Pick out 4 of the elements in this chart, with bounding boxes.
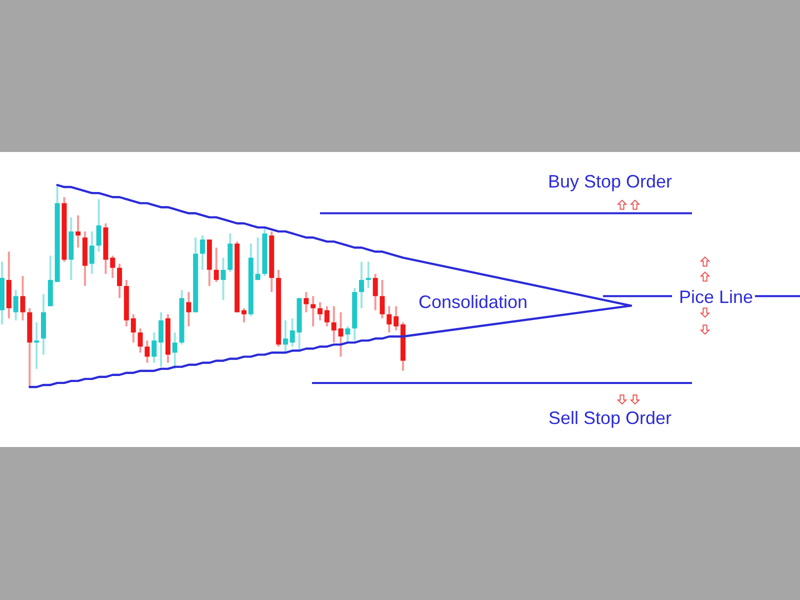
text: Consolidation <box>418 292 528 312</box>
ref-line-label: Pice Line <box>678 287 754 308</box>
ref-line-label: Buy Stop Order <box>548 171 672 192</box>
ref-line-label: Sell Stop Order <box>548 408 672 428</box>
